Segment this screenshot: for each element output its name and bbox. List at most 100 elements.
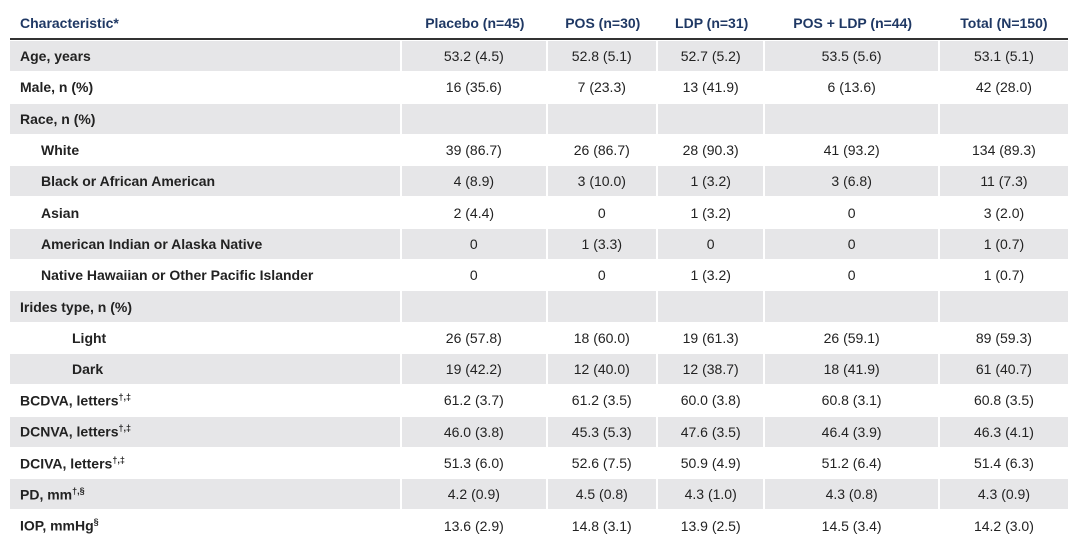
table-row: Male, n (%) 16 (35.6) 7 (23.3) 13 (41.9) 6 (… xyxy=(10,71,1068,103)
value-cell: 19 (42.2) xyxy=(402,352,548,385)
value-cell: 0 xyxy=(402,259,548,291)
column-header: Placebo (n=45) xyxy=(402,8,548,40)
value-cell: 3 (6.8) xyxy=(765,165,940,197)
value-cell: 51.3 (6.0) xyxy=(402,446,548,479)
value-cell: 14.5 (3.4) xyxy=(765,509,940,537)
row-label: Native Hawaiian or Other Pacific Islande… xyxy=(41,267,314,284)
row-label-cell: White xyxy=(10,133,402,166)
footnote-mark: § xyxy=(93,517,99,528)
value-cell: 1 (3.2) xyxy=(657,196,766,228)
value-cell: 61.2 (3.5) xyxy=(547,384,658,416)
row-label: Male, n (%) xyxy=(20,79,94,96)
value-cell: 13 (41.9) xyxy=(657,71,766,103)
empty-cell xyxy=(939,290,1068,322)
value-cell: 0 xyxy=(547,196,658,228)
value-cell: 53.1 (5.1) xyxy=(939,40,1068,72)
row-label: Light xyxy=(72,329,107,346)
value-cell: 46.3 (4.1) xyxy=(939,415,1068,447)
empty-cell xyxy=(765,102,940,134)
table-row: BCDVA, letters†,‡ 61.2 (3.7) 61.2 (3.5) 60.… xyxy=(10,384,1068,416)
value-cell: 46.0 (3.8) xyxy=(402,415,548,447)
empty-cell xyxy=(402,290,548,322)
row-label-cell: IOP, mmHg§ xyxy=(10,509,402,537)
row-label: Dark xyxy=(72,361,104,378)
value-cell: 47.6 (3.5) xyxy=(657,415,766,447)
value-cell: 45.3 (5.3) xyxy=(547,415,658,447)
row-label-cell: BCDVA, letters†,‡ xyxy=(10,384,402,416)
column-header: Characteristic* xyxy=(10,8,402,40)
table-row: Native Hawaiian or Other Pacific Islande… xyxy=(10,259,1068,291)
empty-cell xyxy=(402,102,548,134)
value-cell: 12 (40.0) xyxy=(547,352,658,385)
empty-cell xyxy=(939,102,1068,134)
characteristics-table: Characteristic* Placebo (n=45) POS (n=30) L… xyxy=(10,8,1068,537)
row-label-cell: Race, n (%) xyxy=(10,102,402,134)
row-label-cell: DCIVA, letters†,‡ xyxy=(10,446,402,479)
value-cell: 41 (93.2) xyxy=(765,133,940,166)
empty-cell xyxy=(547,102,658,134)
value-cell: 53.5 (5.6) xyxy=(765,40,940,72)
value-cell: 52.8 (5.1) xyxy=(547,40,658,72)
value-cell: 4.5 (0.8) xyxy=(547,478,658,510)
column-header: POS (n=30) xyxy=(547,8,658,40)
value-cell: 26 (86.7) xyxy=(547,133,658,166)
row-label: White xyxy=(41,142,80,159)
footnote-mark: †,§ xyxy=(72,485,85,496)
value-cell: 16 (35.6) xyxy=(402,71,548,103)
value-cell: 12 (38.7) xyxy=(657,352,766,385)
value-cell: 1 (0.7) xyxy=(939,227,1068,260)
value-cell: 52.7 (5.2) xyxy=(657,40,766,72)
value-cell: 0 xyxy=(765,196,940,228)
value-cell: 0 xyxy=(547,259,658,291)
value-cell: 7 (23.3) xyxy=(547,71,658,103)
table-row: Light 26 (57.8) 18 (60.0) 19 (61.3) 26 (59.1… xyxy=(10,321,1068,353)
footnote-mark: †,‡ xyxy=(118,392,132,403)
row-label-cell: Dark xyxy=(10,352,402,385)
value-cell: 60.8 (3.5) xyxy=(939,384,1068,415)
row-label-cell: Native Hawaiian or Other Pacific Islande… xyxy=(10,259,402,291)
column-header: Total (N=150) xyxy=(939,8,1068,40)
row-label: Asian xyxy=(41,204,80,221)
value-cell: 14.8 (3.1) xyxy=(547,509,658,537)
row-label: DCIVA, letters xyxy=(20,455,113,472)
table-row: Irides type, n (%) xyxy=(10,290,1068,322)
row-label: IOP, mmHg xyxy=(20,517,94,534)
table-row: IOP, mmHg§ 13.6 (2.9) 14.8 (3.1) 13.9 (2.5)… xyxy=(10,509,1068,537)
value-cell: 1 (3.2) xyxy=(657,259,766,291)
table-row: Black or African American 4 (8.9) 3 (10.0)… xyxy=(10,165,1068,197)
value-cell: 0 xyxy=(402,227,548,260)
row-label-cell: Irides type, n (%) xyxy=(10,290,402,322)
table-row: Age, years 53.2 (4.5) 52.8 (5.1) 52.7 (5.2)… xyxy=(10,40,1068,72)
value-cell: 1 (3.2) xyxy=(657,165,766,197)
value-cell: 51.2 (6.4) xyxy=(765,446,940,479)
table-row: Dark 19 (42.2) 12 (40.0) 12 (38.7) 18 (41.9)… xyxy=(10,352,1068,385)
value-cell: 19 (61.3) xyxy=(657,321,766,353)
value-cell: 0 xyxy=(657,227,766,260)
table-row: DCNVA, letters†,‡ 46.0 (3.8) 45.3 (5.3) 47.… xyxy=(10,415,1068,447)
value-cell: 18 (41.9) xyxy=(765,352,940,385)
row-label: Irides type, n (%) xyxy=(20,298,133,315)
empty-cell xyxy=(765,290,940,322)
value-cell: 0 xyxy=(765,259,940,291)
value-cell: 46.4 (3.9) xyxy=(765,415,940,447)
value-cell: 1 (0.7) xyxy=(939,259,1068,290)
value-cell: 4.2 (0.9) xyxy=(402,478,548,510)
value-cell: 134 (89.3) xyxy=(939,133,1068,165)
value-cell: 4.3 (0.9) xyxy=(939,478,1068,510)
row-label: Black or African American xyxy=(41,173,216,190)
footnote-mark: †,‡ xyxy=(118,423,132,434)
value-cell: 4 (8.9) xyxy=(402,165,548,197)
table-row: PD, mm†,§ 4.2 (0.9) 4.5 (0.8) 4.3 (1.0) 4.3 … xyxy=(10,478,1068,510)
table-row: DCIVA, letters†,‡ 51.3 (6.0) 52.6 (7.5) 50.… xyxy=(10,446,1068,479)
footnote-mark: †,‡ xyxy=(112,454,125,465)
column-header: POS + LDP (n=44) xyxy=(765,8,940,40)
row-label-cell: PD, mm†,§ xyxy=(10,478,402,510)
value-cell: 60.8 (3.1) xyxy=(765,384,940,416)
value-cell: 52.6 (7.5) xyxy=(547,446,658,479)
value-cell: 89 (59.3) xyxy=(939,321,1068,353)
value-cell: 61 (40.7) xyxy=(939,352,1068,385)
row-label: DCNVA, letters xyxy=(20,424,119,441)
value-cell: 50.9 (4.9) xyxy=(657,446,766,479)
table-row: White 39 (86.7) 26 (86.7) 28 (90.3) 41 (93.2… xyxy=(10,133,1068,166)
value-cell: 2 (4.4) xyxy=(402,196,548,228)
